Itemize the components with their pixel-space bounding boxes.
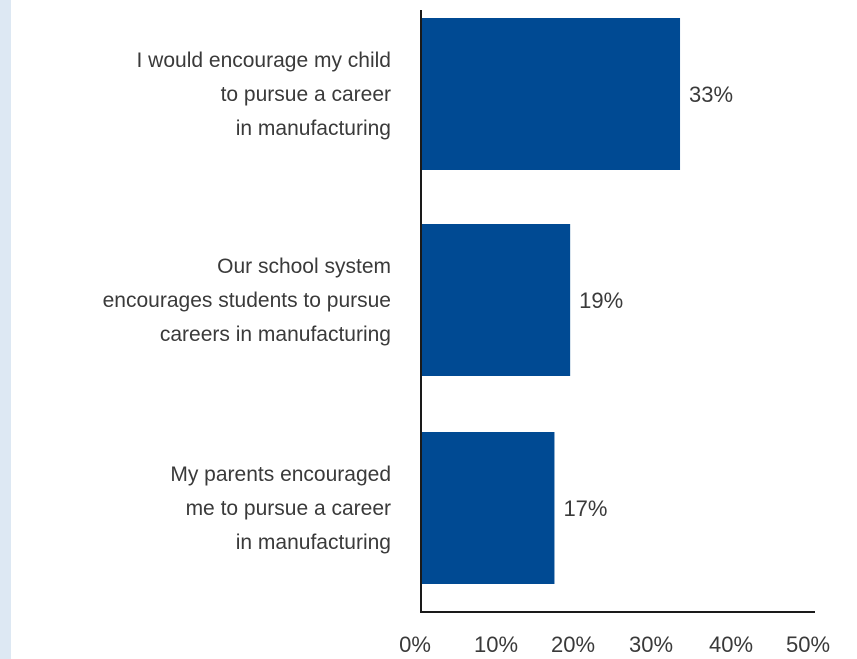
left-accent-stripe	[0, 0, 11, 659]
bar-1	[421, 18, 681, 170]
category-label-2-line-2: encourages students to pursue	[103, 289, 391, 312]
category-label-3-line-2: me to pursue a career	[186, 497, 391, 520]
category-label-1-line-2: to pursue a career	[221, 83, 391, 106]
bar-3	[421, 432, 555, 584]
category-labels-layer: I would encourage my child to pursue a ca…	[103, 49, 391, 554]
category-label-2-line-3: careers in manufacturing	[160, 323, 391, 346]
data-label-2: 19%	[579, 288, 623, 313]
x-tick-label-5: 50%	[786, 632, 830, 657]
category-label-3-line-3: in manufacturing	[236, 531, 391, 554]
x-tick-label-3: 30%	[629, 632, 673, 657]
data-labels-layer: 33% 19% 17%	[563, 82, 733, 521]
category-label-2-line-1: Our school system	[217, 255, 391, 278]
bars-layer	[421, 18, 681, 584]
category-label-1-line-1: I would encourage my child	[137, 49, 391, 72]
data-label-1: 33%	[689, 82, 733, 107]
category-label-3-line-1: My parents encouraged	[170, 463, 391, 486]
x-tick-label-1: 10%	[474, 632, 518, 657]
data-label-3: 17%	[563, 496, 607, 521]
x-tick-label-2: 20%	[551, 632, 595, 657]
x-tick-label-4: 40%	[709, 632, 753, 657]
bar-2	[421, 224, 571, 376]
x-tick-label-0: 0%	[399, 632, 431, 657]
axes-layer: 0% 10% 20% 30% 40% 50%	[399, 10, 830, 657]
category-label-1-line-3: in manufacturing	[236, 117, 391, 140]
